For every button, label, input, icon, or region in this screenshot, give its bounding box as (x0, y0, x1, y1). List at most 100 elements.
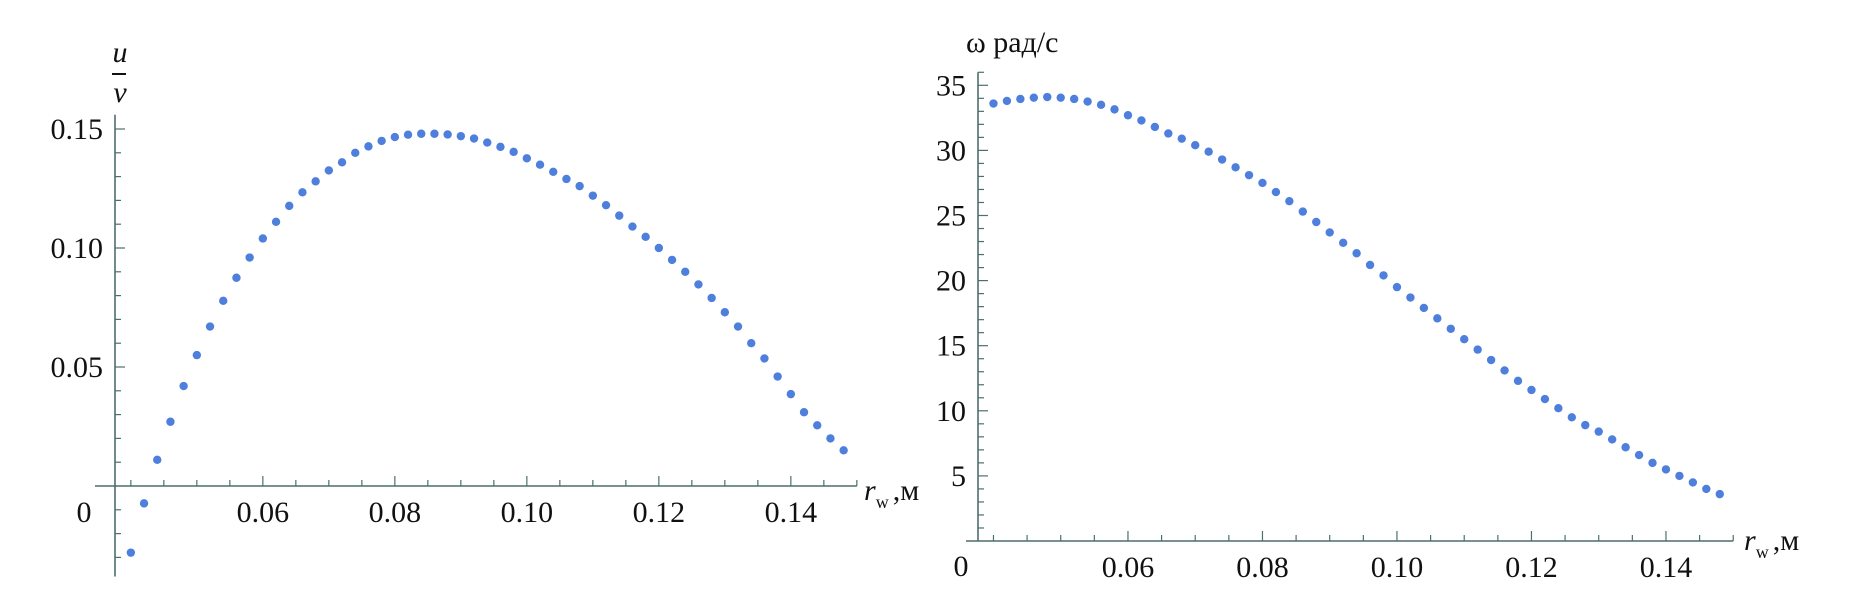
left-data-point (509, 147, 518, 157)
left-data-point (760, 354, 769, 363)
right-y-tick-label: 15 (936, 330, 966, 363)
right-y-tick-label: 30 (936, 134, 966, 167)
left-data-point (588, 191, 598, 200)
left-data-point (522, 154, 532, 163)
right-data-point (1473, 345, 1482, 354)
right-data-point (1352, 249, 1361, 258)
right-data-point (1043, 92, 1052, 102)
left-y-tick-label: 0.10 (51, 232, 104, 265)
left-xlabel: rw ,м (864, 474, 919, 512)
right-data-point (1258, 178, 1267, 188)
right-data-point (1648, 458, 1657, 468)
right-data-point (1285, 196, 1294, 206)
right-data-point (1392, 282, 1402, 292)
right-data-point (989, 99, 998, 108)
left-data-point (654, 243, 664, 253)
left-data-point (575, 181, 584, 191)
right-data-point (1164, 129, 1173, 138)
left-data-point (694, 280, 703, 289)
left-ylabel-numerator: u (113, 36, 128, 69)
left-data-point (733, 322, 743, 331)
right-data-point (1191, 140, 1200, 150)
left-data-point (324, 166, 334, 175)
left-data-point (192, 350, 202, 360)
left-data-point (601, 200, 611, 210)
left-data-point (720, 308, 730, 317)
right-x-tick-label: 0.12 (1505, 551, 1558, 584)
right-data-point (1621, 443, 1630, 452)
right-data-point (1325, 228, 1334, 237)
right-ylabel: ω рад/с (966, 26, 1058, 59)
right-data-point (1661, 465, 1671, 474)
right-data-point (1002, 96, 1012, 106)
left-data-point (351, 148, 360, 157)
right-data-point (1486, 355, 1496, 365)
left-data-point (443, 130, 452, 139)
right-data-point (1069, 94, 1079, 104)
left-x-tick-label: 0.06 (237, 496, 290, 529)
right-data-point (1271, 187, 1281, 197)
left-data-point (773, 372, 782, 381)
right-data-point (1594, 427, 1603, 436)
right-y-tick-label: 25 (936, 200, 966, 233)
left-data-point (456, 131, 466, 141)
left-data-point (205, 322, 215, 331)
left-x-tick-label: 0.10 (501, 496, 554, 529)
left-data-point (667, 255, 677, 265)
left-data-point (219, 296, 228, 306)
left-data-point (245, 253, 254, 262)
left-data-point (153, 455, 162, 465)
right-data-point (1217, 155, 1227, 164)
left-data-point (311, 177, 320, 186)
right-y-tick-label: 35 (936, 69, 966, 102)
right-data-point (1675, 471, 1684, 481)
right-data-point (1338, 238, 1348, 248)
left-data-point (641, 232, 650, 242)
left-data-point (166, 417, 175, 426)
right-data-point (1607, 435, 1617, 444)
right-data-point (1513, 376, 1523, 386)
left-data-point (403, 130, 413, 139)
right-data-point (1231, 163, 1240, 172)
right-xlabel-subscript: w (1756, 542, 1769, 562)
right-x-tick-label: 0.06 (1102, 551, 1155, 584)
right-data-point (1567, 413, 1577, 422)
right-data-point (1688, 478, 1698, 487)
left-data-point (826, 434, 835, 443)
right-data-point (1433, 314, 1442, 323)
left-data-point (364, 142, 373, 151)
right-xlabel-symbol: r (1744, 524, 1756, 557)
right-x-tick-label: 0.10 (1371, 551, 1424, 584)
right-data-point (1016, 94, 1025, 104)
right-y-tick-label: 10 (936, 395, 966, 428)
left-data-point (377, 136, 386, 146)
right-y-tick-label: 5 (951, 460, 966, 493)
right-data-point (1244, 170, 1254, 180)
left-data-point (535, 160, 545, 169)
right-data-point (1110, 105, 1119, 114)
left-data-point (707, 293, 716, 303)
left-data-point (469, 134, 479, 143)
left-x-tick-label: 0.12 (633, 496, 686, 529)
left-data-point (430, 129, 439, 138)
left-data-point (615, 211, 624, 220)
left-data-point (747, 339, 756, 348)
left-ylabel-denominator: v (113, 76, 127, 109)
left-data-point (337, 158, 347, 167)
left-data-point (628, 222, 637, 231)
right-xlabel-unit: ,м (1773, 524, 1800, 557)
left-data-point (562, 174, 571, 184)
right-data-point (1527, 385, 1536, 395)
right-data-point (1554, 403, 1563, 413)
right-data-point (1137, 116, 1146, 125)
left-origin-label: 0 (77, 496, 92, 529)
left-data-point (799, 408, 809, 417)
left-data-point (271, 217, 281, 227)
right-data-point (1096, 100, 1106, 110)
right-data-point (1634, 450, 1644, 460)
right-data-point (1312, 217, 1321, 227)
left-data-point (139, 499, 149, 508)
left-data-point (298, 188, 307, 197)
